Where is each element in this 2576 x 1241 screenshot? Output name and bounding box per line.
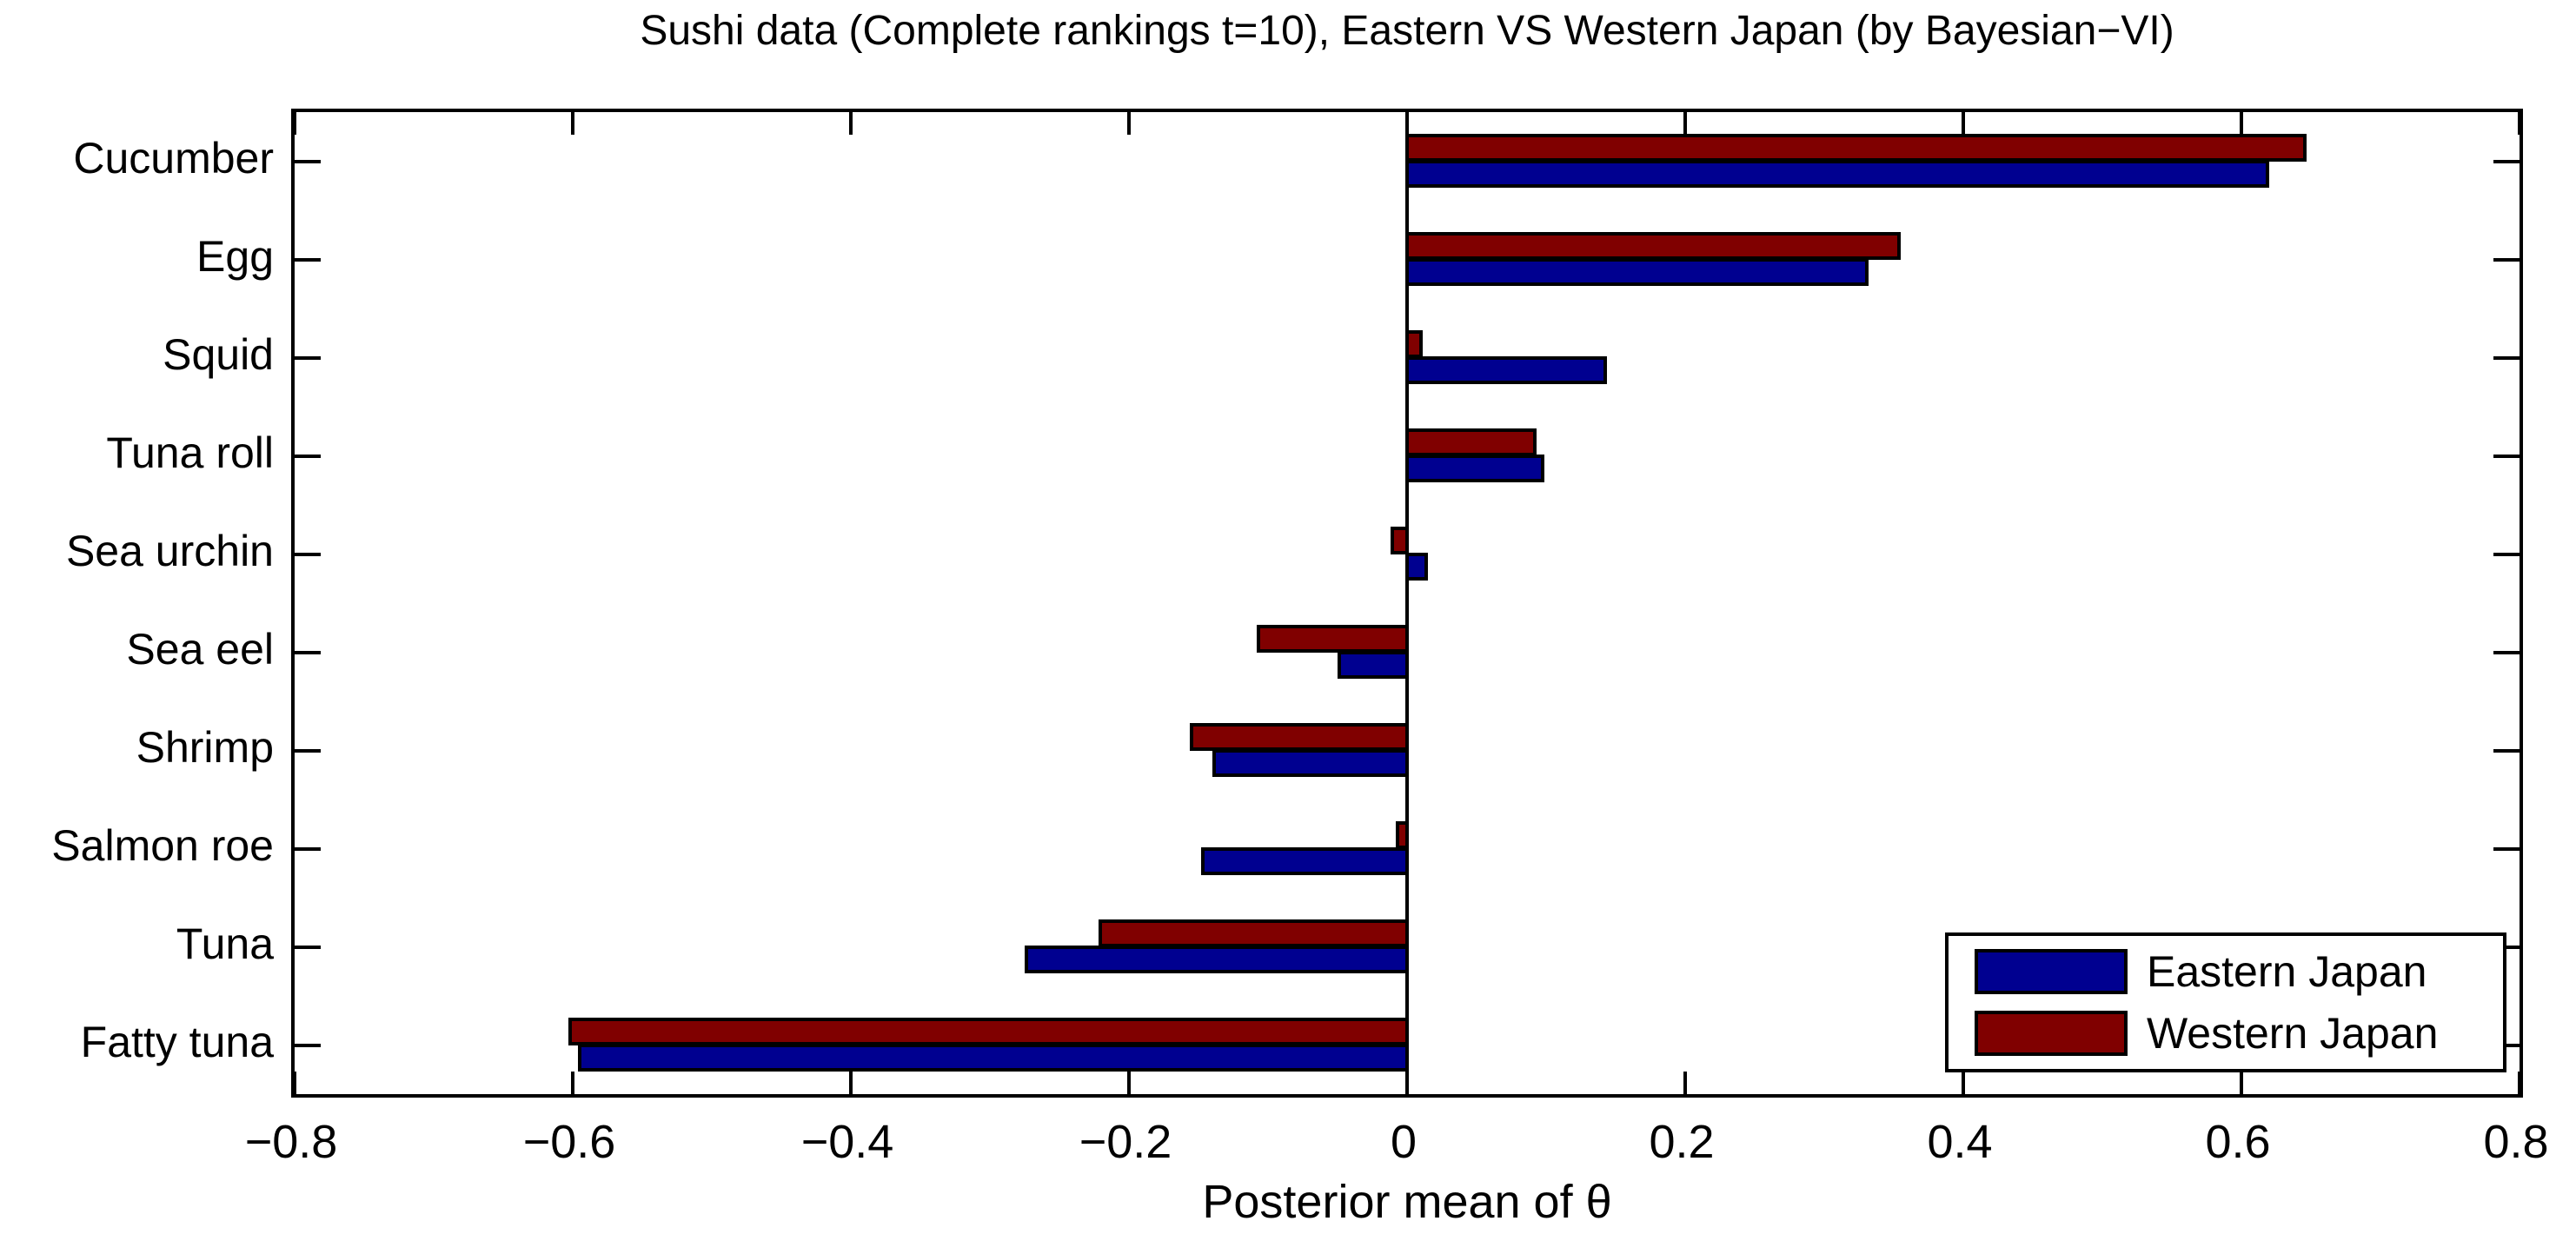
legend-item-eastern: Eastern Japan <box>1975 946 2503 997</box>
x-tick-mark-top <box>571 112 574 135</box>
bar-eastern-tuna-roll <box>1405 454 1545 482</box>
category-label: Fatty tuna <box>80 1017 274 1066</box>
x-tick-mark <box>1405 1072 1409 1094</box>
y-tick-mark <box>295 748 321 753</box>
bar-western-egg <box>1405 231 1901 260</box>
y-tick-mark <box>295 552 321 556</box>
bar-eastern-egg <box>1405 257 1869 286</box>
bar-western-sea-eel <box>1257 624 1409 653</box>
bar-western-shrimp <box>1190 722 1409 751</box>
x-tick-mark <box>571 1072 574 1094</box>
x-tick-label: 0.8 <box>2483 1116 2549 1168</box>
y-tick-mark <box>295 257 321 262</box>
category-label: Squid <box>163 329 274 379</box>
bar-eastern-tuna <box>1025 945 1409 973</box>
category-label: Sea urchin <box>65 526 274 575</box>
x-tick-mark <box>1962 1072 1965 1094</box>
category-label: Egg <box>196 231 274 281</box>
y-tick-mark <box>295 1043 321 1047</box>
x-tick-mark-top <box>293 112 296 135</box>
y-tick-mark-right <box>2493 159 2520 163</box>
bar-western-fatty-tuna <box>568 1017 1409 1045</box>
y-tick-mark-right <box>2493 945 2520 949</box>
category-label: Sea eel <box>126 624 274 674</box>
y-tick-mark <box>295 945 321 949</box>
y-tick-mark <box>295 355 321 360</box>
y-tick-mark-right <box>2493 1043 2520 1047</box>
y-tick-mark-right <box>2493 748 2520 753</box>
bar-eastern-salmon-roe <box>1201 846 1409 875</box>
x-tick-label: 0 <box>1390 1116 1417 1168</box>
bar-eastern-cucumber <box>1405 159 2269 188</box>
x-tick-mark <box>1127 1072 1131 1094</box>
chart-title: Sushi data (Complete rankings t=10), Eas… <box>640 8 2174 54</box>
category-label: Tuna roll <box>106 428 274 477</box>
bar-western-tuna <box>1098 919 1409 947</box>
category-label: Cucumber <box>73 133 274 182</box>
y-tick-mark-right <box>2493 257 2520 262</box>
y-tick-mark-right <box>2493 355 2520 360</box>
bar-eastern-squid <box>1405 355 1608 384</box>
x-tick-mark <box>2240 1072 2243 1094</box>
plot-inner <box>293 112 2521 1094</box>
zero-baseline <box>1405 112 1409 1094</box>
x-tick-mark-top <box>1127 112 1131 135</box>
bar-eastern-sea-eel <box>1338 650 1409 679</box>
x-tick-mark-top <box>849 112 853 135</box>
y-tick-mark <box>295 846 321 851</box>
y-tick-mark-right <box>2493 552 2520 556</box>
x-tick-mark <box>849 1072 853 1094</box>
y-tick-mark <box>295 454 321 458</box>
x-tick-mark <box>2518 1072 2521 1094</box>
y-tick-mark <box>295 159 321 163</box>
x-tick-label: −0.8 <box>244 1116 338 1168</box>
x-tick-mark-top <box>2240 112 2243 135</box>
x-tick-mark-top <box>2518 112 2521 135</box>
bar-western-tuna-roll <box>1405 428 1537 456</box>
x-tick-mark <box>293 1072 296 1094</box>
y-tick-mark <box>295 650 321 654</box>
x-tick-mark <box>1683 1072 1687 1094</box>
x-tick-label: −0.6 <box>522 1116 616 1168</box>
bar-western-cucumber <box>1405 133 2307 162</box>
bar-western-salmon-roe <box>1396 820 1409 849</box>
y-tick-mark-right <box>2493 650 2520 654</box>
legend-label-western: Western Japan <box>2147 1008 2439 1058</box>
category-label: Salmon roe <box>51 820 274 870</box>
x-tick-mark-top <box>1405 112 1409 135</box>
x-tick-label: −0.4 <box>800 1116 894 1168</box>
legend: Eastern Japan Western Japan <box>1945 932 2506 1072</box>
x-tick-mark-top <box>1683 112 1687 135</box>
x-tick-label: 0.2 <box>1649 1116 1715 1168</box>
bar-eastern-sea-urchin <box>1405 552 1428 581</box>
x-axis-label: Posterior mean of θ <box>1202 1176 1612 1228</box>
legend-swatch-western <box>1975 1010 2128 1056</box>
x-tick-label: 0.6 <box>2205 1116 2271 1168</box>
x-tick-label: −0.2 <box>1079 1116 1172 1168</box>
bar-eastern-shrimp <box>1212 748 1409 777</box>
x-tick-mark-top <box>1962 112 1965 135</box>
bar-western-squid <box>1405 329 1423 358</box>
legend-swatch-eastern <box>1975 949 2128 995</box>
bar-western-sea-urchin <box>1390 526 1409 554</box>
legend-label-eastern: Eastern Japan <box>2147 947 2427 997</box>
y-tick-mark-right <box>2493 454 2520 458</box>
x-tick-label: 0.4 <box>1927 1116 1993 1168</box>
category-label: Shrimp <box>136 722 274 772</box>
category-label: Tuna <box>176 919 274 968</box>
bar-eastern-fatty-tuna <box>578 1043 1409 1072</box>
y-tick-mark-right <box>2493 846 2520 851</box>
plot-area <box>291 109 2523 1098</box>
legend-item-western: Western Japan <box>1975 1008 2503 1058</box>
